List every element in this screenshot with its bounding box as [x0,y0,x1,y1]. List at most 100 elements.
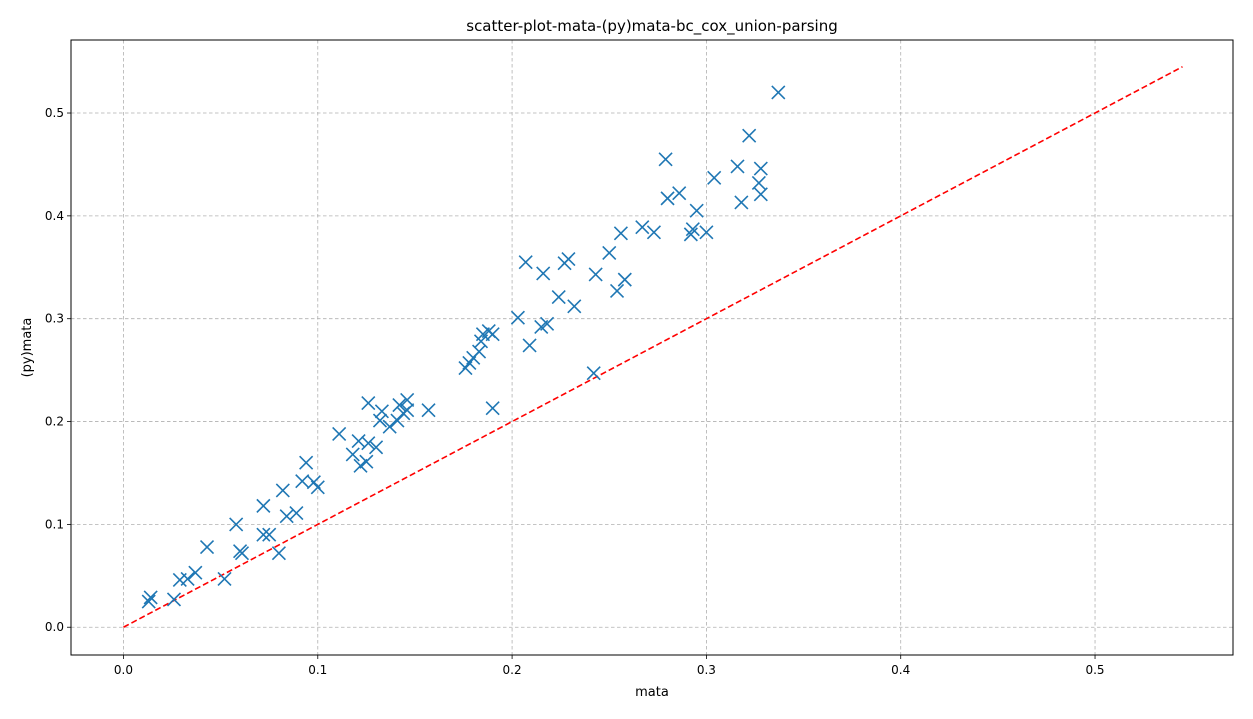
data-point [359,454,374,469]
data-point-stroke [279,509,294,524]
data-point-stroke [306,475,321,490]
data-point [421,403,436,418]
data-point [143,590,158,605]
data-point [586,366,601,381]
data-point-stroke [382,419,397,434]
data-point [332,426,347,441]
data-point [734,195,749,210]
data-point-stroke [229,517,244,532]
reference-line-group [123,66,1183,628]
y-tick-label: 0.2 [45,415,64,429]
data-point [567,299,582,314]
data-point [551,290,566,305]
data-point-stroke [672,186,687,201]
data-point [613,226,628,241]
y-tick-label: 0.4 [45,209,64,223]
data-point [372,413,388,428]
data-point-stroke [271,546,286,561]
data-point-stroke [707,170,722,185]
x-tick-label: 0.2 [503,663,522,677]
data-point [141,594,156,609]
data-point-stroke [369,440,384,455]
data-point-stroke [345,447,360,462]
data-point [234,546,250,561]
data-point [289,506,304,521]
data-point [742,128,757,143]
data-point [730,159,745,174]
y-axis-ticks: 0.0 0.1 0.2 0.3 0.4 0.5 [45,106,71,634]
y-tick-label: 0.5 [45,106,64,120]
data-point [660,191,675,206]
data-point-stroke [518,255,533,270]
data-point-stroke [751,175,766,191]
data-point [361,436,376,451]
data-point [217,571,232,586]
data-point-stroke [485,401,500,416]
data-point [646,225,662,240]
data-point [510,310,525,325]
data-point-stroke [275,483,290,498]
data-point [485,327,500,342]
data-point-stroke [658,152,673,167]
data-point [522,338,537,353]
data-point [609,283,625,299]
data-point-stroke [602,245,617,260]
data-point-stroke [400,403,415,418]
data-point-stroke [609,283,625,299]
data-point [275,483,290,498]
data-point-stroke [635,220,650,235]
data-point [256,527,271,542]
data-point-stroke [734,195,749,210]
data-point-stroke [617,272,632,287]
data-point [753,161,768,176]
data-point-stroke [660,191,675,206]
data-point-stroke [421,403,436,418]
data-point [771,85,786,100]
data-point [369,440,384,455]
data-point-stroke [567,299,582,314]
x-tick-label: 0.3 [697,663,716,677]
data-point [188,565,203,580]
data-point-stroke [730,159,745,174]
data-point-stroke [199,539,215,555]
data-point-stroke [392,398,407,413]
data-point-stroke [753,161,768,176]
data-point-stroke [689,203,704,218]
data-point-stroke [742,128,757,143]
x-tick-label: 0.0 [114,663,133,677]
data-point [256,498,271,513]
reference-line [123,66,1183,628]
data-point-stroke [551,290,566,305]
data-point [751,175,766,191]
data-point-stroke [180,571,195,586]
data-point [685,222,700,237]
data-point-stroke [188,565,203,580]
x-tick-label: 0.5 [1085,663,1104,677]
y-tick-label: 0.1 [45,517,64,531]
x-tick-label: 0.1 [308,663,327,677]
data-point [400,392,415,408]
data-point-stroke [262,527,277,542]
data-point-stroke [374,404,389,419]
data-point-stroke [299,455,314,470]
scatter-points [141,85,786,609]
data-point-stroke [310,480,325,495]
data-point [602,245,617,260]
data-point-stroke [359,454,374,469]
x-axis-ticks: 0.0 0.1 0.2 0.3 0.4 0.5 [114,655,1105,677]
data-point-stroke [234,546,250,561]
x-axis-label: mata [635,685,669,700]
data-point-stroke [588,267,603,282]
data-point-stroke [510,310,525,325]
data-point [518,255,533,270]
data-point [262,527,277,542]
data-point [672,186,687,201]
data-point [699,225,714,240]
data-point [310,480,325,495]
y-tick-label: 0.3 [45,312,64,326]
chart-title: scatter-plot-mata-(py)mata-bc_cox_union-… [466,17,837,36]
data-point-stroke [332,426,347,441]
data-point [707,170,722,185]
data-point-stroke [646,225,662,240]
